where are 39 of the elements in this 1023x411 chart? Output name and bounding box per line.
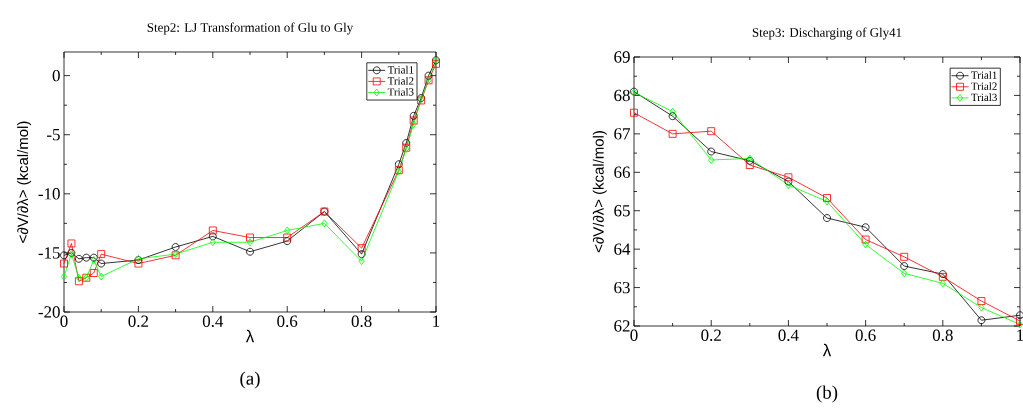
x-tick-label: 1 <box>1017 329 1023 341</box>
y-tick-label: -20 <box>38 306 60 318</box>
x-tick-label: 0.8 <box>932 329 953 342</box>
x-tick-label: 1 <box>433 315 440 327</box>
y-tick-label: 63 <box>614 281 630 294</box>
x-axis-title: λ <box>245 329 255 343</box>
x-axis-title: λ <box>822 343 832 357</box>
chart-title: Step3: Discharging of Gly41 <box>752 27 902 40</box>
chart-title: Step2: LJ Transformation of Glu to Gly <box>147 22 354 35</box>
y-tick-label: -10 <box>38 188 60 200</box>
y-tick-label: 68 <box>614 89 630 102</box>
y-tick-label: 65 <box>614 205 630 217</box>
y-tick-label: 0 <box>52 69 60 82</box>
x-tick-label: 0 <box>60 315 68 327</box>
y-tick-label: 67 <box>614 128 630 140</box>
x-tick-label: 0.6 <box>855 329 876 342</box>
x-tick-label: 0 <box>630 329 638 341</box>
y-tick-label: 66 <box>614 166 630 178</box>
y-tick-label: 62 <box>614 320 630 332</box>
y-tick-label: 69 <box>614 51 630 63</box>
legend-label: Trial3 <box>387 87 414 96</box>
y-tick-label: 64 <box>614 243 631 255</box>
legend-label: Trial2 <box>387 76 414 85</box>
text: (b) <box>816 385 838 403</box>
legend-label: Trial1 <box>387 65 414 74</box>
x-tick-label: 0.2 <box>128 315 149 328</box>
legend-label: Trial1 <box>971 71 997 79</box>
x-tick-label: 0.4 <box>202 315 224 328</box>
legend-label: Trial3 <box>971 93 997 102</box>
x-tick-label: 0.4 <box>778 329 799 342</box>
x-tick-label: 0.6 <box>277 315 298 328</box>
x-tick-label: 0.8 <box>351 315 372 328</box>
text: (a) <box>240 371 260 389</box>
y-tick-label: -5 <box>47 129 60 141</box>
y-tick-label: -15 <box>38 247 60 259</box>
y-axis-title: <∂V/∂λ> (kcal/mol) <box>592 131 607 253</box>
x-tick-label: 0.2 <box>701 329 721 342</box>
legend-label: Trial2 <box>971 82 997 90</box>
y-axis-title: <∂V/∂λ> (kcal/mol) <box>17 121 32 243</box>
